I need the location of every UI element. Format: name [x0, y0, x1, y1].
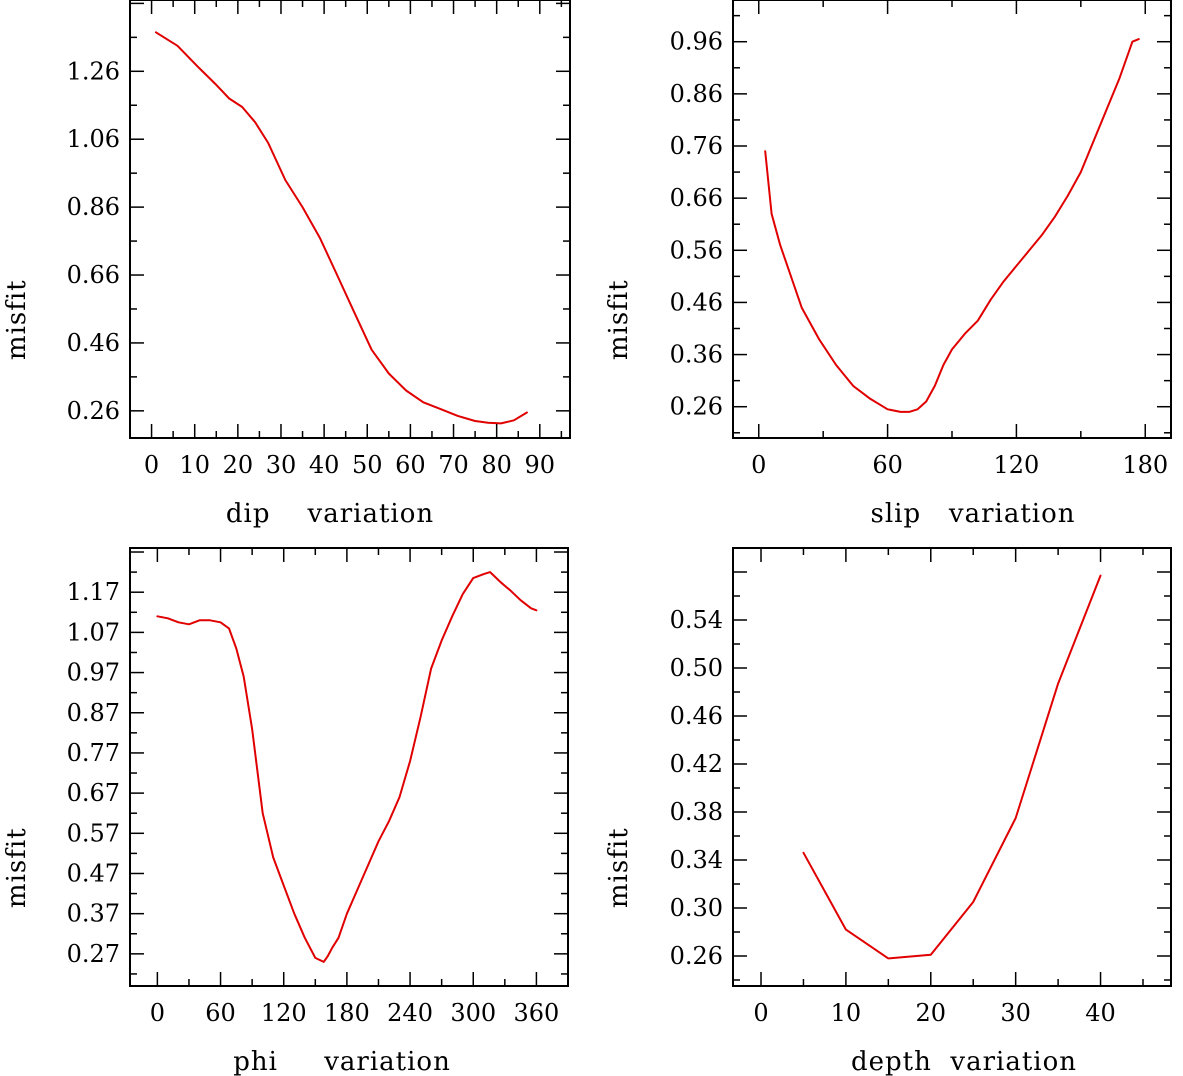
x-tick-label-depth: 30 — [1000, 999, 1031, 1027]
x-tick-label-slip: 180 — [1122, 451, 1168, 479]
y-tick-label-dip: 0.46 — [67, 329, 120, 357]
y-tick-label-slip: 0.36 — [670, 341, 723, 369]
y-axis-label-phi: misfit — [2, 827, 32, 908]
x-axis-label-phi: phi variation — [233, 1047, 451, 1076]
x-tick-label-depth: 10 — [831, 999, 862, 1027]
plot-frame-depth — [732, 547, 1172, 987]
y-tick-label-dip: 0.86 — [67, 193, 120, 221]
y-tick-label-phi: 0.87 — [67, 699, 120, 727]
x-tick-label-phi: 300 — [450, 999, 496, 1027]
x-tick-label-depth: 20 — [916, 999, 947, 1027]
y-tick-label-depth: 0.26 — [670, 942, 723, 970]
series-line-slip — [764, 38, 1140, 413]
y-tick-label-dip: 0.66 — [67, 261, 120, 289]
y-tick-label-phi: 1.07 — [67, 618, 120, 646]
x-tick-label-depth: 40 — [1085, 999, 1116, 1027]
x-tick-label-dip: 60 — [395, 451, 426, 479]
y-tick-label-depth: 0.42 — [670, 750, 723, 778]
x-tick-label-dip: 90 — [525, 451, 556, 479]
panel-dip-variation: 0 10 20 30 40 50 60 70 80 90 0.26 0.46 0.66 0.86 1.06 1… — [2, 0, 571, 529]
y-tick-label-depth: 0.30 — [670, 894, 723, 922]
y-tick-label-phi: 0.77 — [67, 739, 120, 767]
y-tick-label-phi: 1.17 — [67, 578, 120, 606]
y-tick-label-slip: 0.56 — [670, 236, 723, 264]
x-tick-label-phi: 60 — [205, 999, 236, 1027]
x-axis-label-dip: dip variation — [226, 499, 434, 529]
x-tick-label-dip: 80 — [481, 451, 512, 479]
x-tick-label-depth: 0 — [753, 999, 768, 1027]
y-tick-label-slip: 0.86 — [670, 80, 723, 108]
x-tick-label-dip: 40 — [309, 451, 340, 479]
plot-frame-dip — [129, 0, 571, 439]
x-tick-label-dip: 50 — [352, 451, 383, 479]
y-tick-label-slip: 0.66 — [670, 184, 723, 212]
y-axis-label-slip: misfit — [604, 279, 634, 360]
x-tick-label-slip: 60 — [872, 451, 903, 479]
panel-depth-variation: 0 10 20 30 40 0.26 0.30 0.34 0.38 0.42 0.46 0.50 0.5… — [604, 547, 1172, 1076]
y-tick-label-phi: 0.57 — [67, 819, 120, 847]
x-axis-label-slip: slip variation — [870, 499, 1075, 529]
y-tick-label-depth: 0.38 — [670, 798, 723, 826]
y-tick-label-phi: 0.47 — [67, 859, 120, 887]
y-tick-label-slip: 0.26 — [670, 393, 723, 421]
y-tick-label-depth: 0.50 — [670, 654, 723, 682]
x-tick-label-phi: 120 — [261, 999, 307, 1027]
panel-slip-variation: 0 60 120 180 0.26 0.36 0.46 0.56 0.66 0.76 0.86 0.9… — [604, 0, 1172, 529]
x-tick-label-dip: 0 — [144, 451, 159, 479]
y-tick-label-phi: 0.67 — [67, 779, 120, 807]
y-axis-label-dip: misfit — [2, 279, 32, 360]
x-tick-label-slip: 0 — [751, 451, 766, 479]
plot-frame-slip — [732, 0, 1172, 439]
x-tick-label-phi: 360 — [514, 999, 560, 1027]
y-tick-label-slip: 0.96 — [670, 28, 723, 56]
y-tick-label-depth: 0.34 — [670, 846, 723, 874]
x-tick-label-phi: 0 — [150, 999, 165, 1027]
plot-frame-phi — [129, 547, 569, 987]
x-tick-label-slip: 120 — [994, 451, 1040, 479]
y-tick-label-phi: 0.27 — [67, 940, 120, 968]
x-tick-label-phi: 180 — [324, 999, 370, 1027]
x-tick-label-phi: 240 — [387, 999, 433, 1027]
series-line-phi — [156, 571, 538, 963]
y-tick-label-dip: 0.26 — [67, 397, 120, 425]
y-tick-label-phi: 0.97 — [67, 659, 120, 687]
series-line-dip — [154, 31, 528, 425]
y-tick-label-slip: 0.46 — [670, 288, 723, 316]
x-axis-label-depth: depth variation — [851, 1047, 1077, 1076]
y-axis-label-depth: misfit — [604, 827, 634, 908]
y-tick-label-dip: 1.26 — [67, 57, 120, 85]
y-tick-label-phi: 0.37 — [67, 900, 120, 928]
y-tick-label-dip: 1.06 — [67, 125, 120, 153]
x-tick-label-dip: 10 — [179, 451, 210, 479]
panel-phi-variation: 0 60 120 180 240 300 360 0.27 0.37 0.47 0.57 0.67 0.… — [2, 547, 569, 1076]
y-tick-label-slip: 0.76 — [670, 132, 723, 160]
y-tick-label-depth: 0.54 — [670, 606, 723, 634]
x-tick-label-dip: 30 — [266, 451, 297, 479]
x-tick-label-dip: 20 — [223, 451, 254, 479]
series-line-depth — [802, 574, 1102, 960]
y-tick-label-depth: 0.46 — [670, 702, 723, 730]
x-tick-label-dip: 70 — [438, 451, 469, 479]
